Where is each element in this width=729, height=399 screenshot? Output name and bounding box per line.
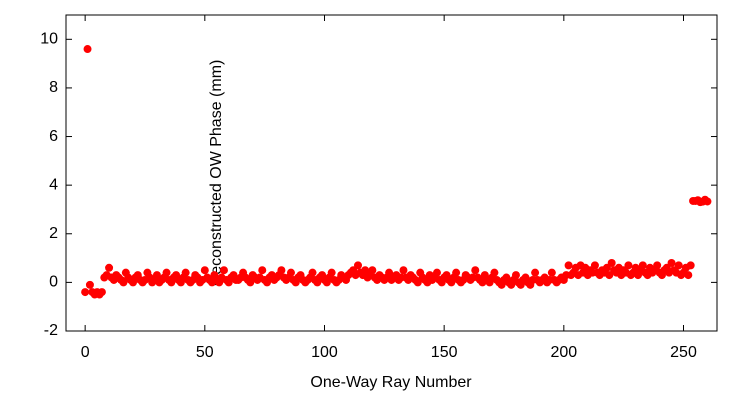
x-tick-label: 100: [311, 344, 338, 361]
point: [452, 268, 461, 277]
x-tick-label: 250: [670, 344, 697, 361]
y-tick-label: 10: [40, 31, 58, 48]
point: [399, 266, 408, 275]
point: [286, 268, 295, 277]
point: [684, 271, 693, 280]
point: [490, 268, 499, 277]
point: [590, 261, 599, 270]
point: [564, 261, 573, 270]
point: [471, 266, 480, 275]
point: [219, 266, 228, 275]
y-tick-label: 6: [49, 128, 58, 145]
x-tick-label: 150: [431, 344, 458, 361]
point: [105, 263, 114, 272]
point: [327, 268, 336, 277]
point: [308, 268, 317, 277]
point: [653, 261, 662, 270]
point: [83, 45, 92, 54]
point: [703, 197, 712, 206]
x-axis-label: One-Way Ray Number: [310, 374, 472, 391]
point: [277, 266, 286, 275]
point: [181, 268, 190, 277]
point: [624, 261, 633, 270]
point: [81, 288, 90, 297]
point: [547, 268, 556, 277]
x-tick-label: 50: [196, 344, 214, 361]
point: [200, 266, 209, 275]
point: [686, 261, 695, 270]
y-tick-label: 0: [49, 274, 58, 291]
x-tick-label: 200: [550, 344, 577, 361]
y-tick-label: 4: [49, 176, 58, 193]
y-axis-label: Reconstructed OW Phase (mm): [208, 60, 225, 287]
y-tick-label: 2: [49, 225, 58, 242]
point: [638, 261, 647, 270]
point: [162, 268, 171, 277]
point: [258, 266, 267, 275]
point: [531, 268, 540, 277]
point: [432, 268, 441, 277]
y-tick-label: 8: [49, 79, 58, 96]
point: [85, 280, 94, 289]
x-tick-label: 0: [81, 344, 90, 361]
point: [368, 266, 377, 275]
point: [607, 258, 616, 267]
point: [674, 261, 683, 270]
y-tick-label: -2: [44, 322, 58, 339]
point: [667, 258, 676, 267]
point: [97, 288, 106, 297]
point: [511, 271, 520, 280]
plot-frame: [65, 14, 718, 332]
point: [353, 261, 362, 270]
